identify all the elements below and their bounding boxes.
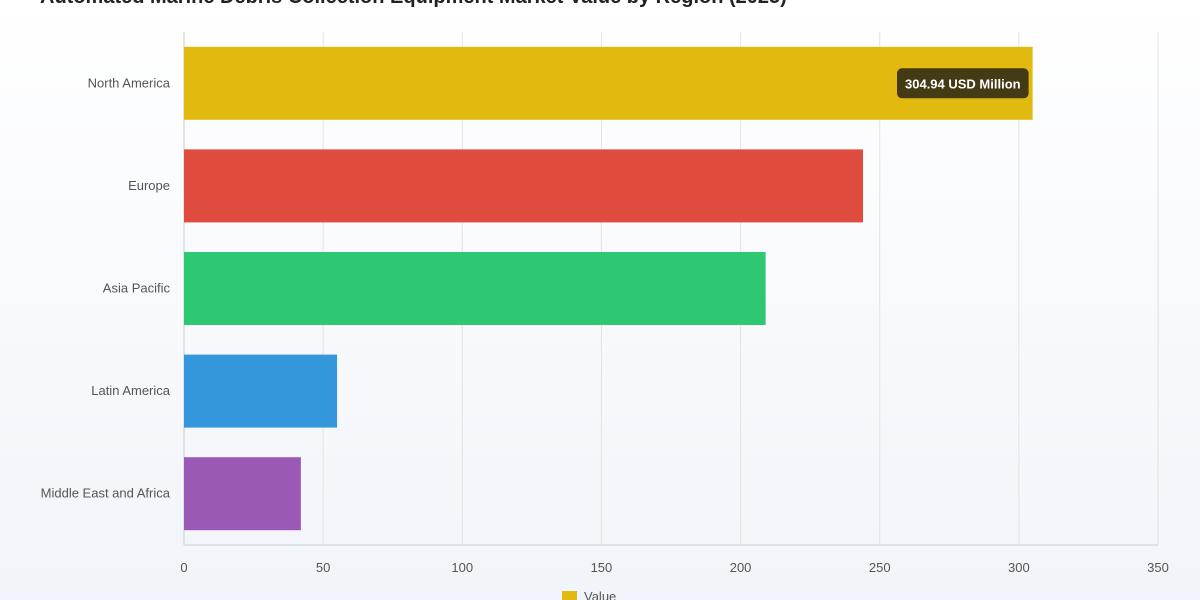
tooltip: 304.94 USD Million xyxy=(897,68,1029,99)
chart-title: Automated Marine Debris Collection Equip… xyxy=(40,0,787,8)
x-tick-label: 100 xyxy=(451,560,473,575)
x-tick-label: 300 xyxy=(1008,560,1030,575)
bar xyxy=(184,46,1033,120)
bar xyxy=(184,252,766,325)
x-tick-label: 150 xyxy=(591,560,613,575)
y-tick-label: Asia Pacific xyxy=(103,281,171,296)
x-tick-label: 50 xyxy=(316,560,330,575)
legend-label: Value xyxy=(584,589,616,600)
x-tick-label: 350 xyxy=(1147,560,1169,575)
bar xyxy=(184,149,864,223)
data-label: 304.94 USD Million xyxy=(905,76,1021,91)
bar xyxy=(184,354,338,428)
y-tick-label: Middle East and Africa xyxy=(41,486,171,501)
x-tick-label: 200 xyxy=(730,560,752,575)
y-tick-label: Europe xyxy=(128,178,170,193)
legend-swatch xyxy=(562,591,577,600)
x-tick-label: 250 xyxy=(869,560,891,575)
bar xyxy=(184,457,301,531)
x-tick-label: 0 xyxy=(180,560,187,575)
tooltip-box xyxy=(897,68,1029,99)
y-tick-label: North America xyxy=(88,75,171,90)
y-tick-label: Latin America xyxy=(91,383,171,398)
